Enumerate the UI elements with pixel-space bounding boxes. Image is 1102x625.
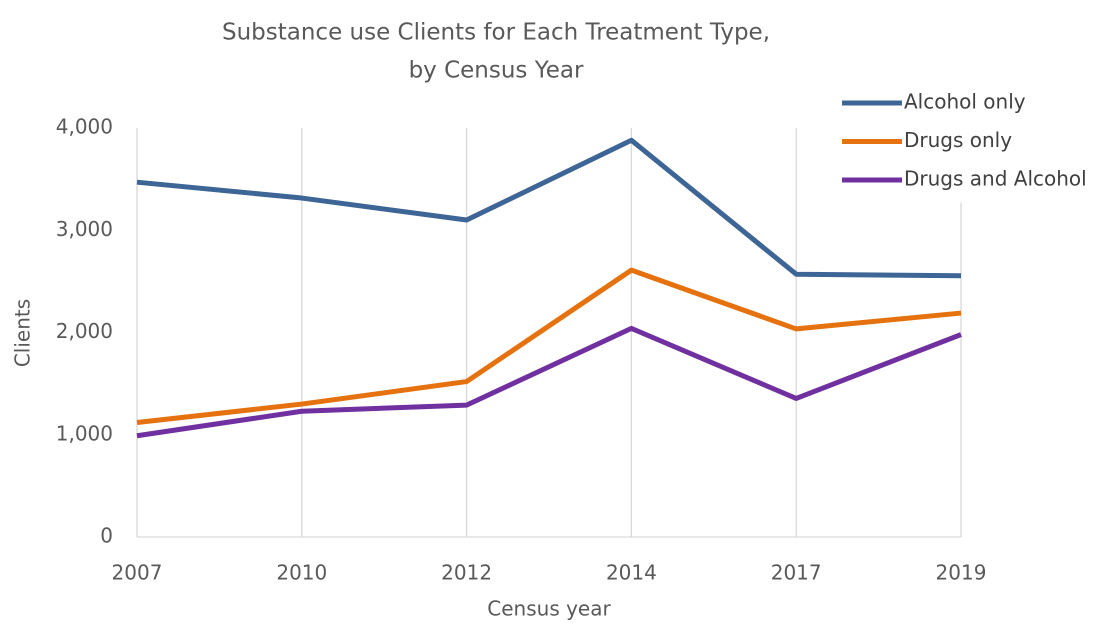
chart-title: Substance use Clients for Each Treatment… xyxy=(222,20,770,46)
chart-title: by Census Year xyxy=(409,58,584,84)
x-axis-title: Census year xyxy=(487,597,611,621)
y-axis-title: Clients xyxy=(11,299,35,367)
x-tick-label: 2019 xyxy=(936,561,987,585)
legend-label: Alcohol only xyxy=(904,90,1026,114)
y-tick-label: 0 xyxy=(100,524,113,548)
legend-label: Drugs only xyxy=(904,128,1012,152)
series-line xyxy=(136,325,962,439)
x-tick-label: 2012 xyxy=(441,561,492,585)
series-line xyxy=(136,267,962,425)
y-tick-label: 1,000 xyxy=(56,421,113,445)
x-tick-label: 2017 xyxy=(771,561,822,585)
legend-label: Drugs and Alcohol xyxy=(904,167,1087,191)
y-tick-label: 4,000 xyxy=(56,115,113,139)
x-tick-label: 2014 xyxy=(606,561,657,585)
y-tick-label: 3,000 xyxy=(56,217,113,241)
y-tick-label: 2,000 xyxy=(56,319,113,343)
x-tick-label: 2007 xyxy=(112,561,163,585)
x-tick-label: 2010 xyxy=(276,561,327,585)
series-line xyxy=(136,137,962,279)
